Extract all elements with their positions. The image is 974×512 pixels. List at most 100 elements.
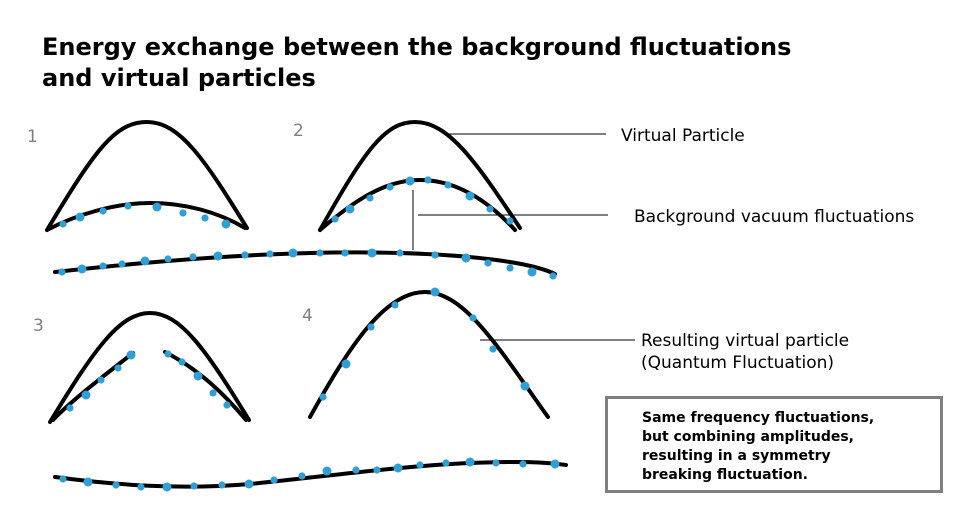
panel-4-dot [430, 287, 440, 297]
top-wave-dot [58, 268, 66, 276]
panel-1-dot [75, 212, 85, 222]
panel-1-dot [99, 207, 107, 215]
panel-3-left-fluctuation-arc [51, 351, 135, 422]
panel-2-dot [366, 194, 374, 202]
bottom-wave-dot [137, 483, 145, 491]
top-wave-dot [316, 249, 324, 257]
note-line-1: Same frequency fluctuations, [642, 410, 875, 426]
panel-3-virtual-particle-curve [48, 310, 251, 424]
title-line-1: Energy exchange between the background f… [42, 33, 792, 61]
panel-2-dot [506, 217, 514, 225]
panel-1-virtual-particle-curve [45, 119, 249, 232]
panel-4-resulting-virtual-particle [308, 289, 550, 419]
note-line-3: resulting in a symmetry [642, 448, 831, 464]
top-wave-dot [506, 264, 514, 272]
top-wave-dot [549, 272, 557, 280]
panel-1-dot [152, 202, 162, 212]
panel-3-dot [126, 350, 136, 360]
panel-2-virtual-particle-curve [318, 119, 522, 232]
bottom-wave-dot [59, 475, 67, 483]
diagram-title: Energy exchange between the background f… [42, 32, 922, 94]
panel-2-dot [465, 191, 475, 201]
panel-2-dot [424, 176, 432, 184]
bottom-wave-dot [298, 472, 306, 480]
title-line-2: and virtual particles [42, 64, 316, 92]
panel-4-dot [489, 345, 497, 353]
panel-number-1: 1 [27, 127, 38, 147]
panel-4-dot [341, 359, 351, 369]
panel-4-dot [367, 323, 375, 331]
panel-3-dot [209, 389, 217, 397]
top-wave-dot [288, 248, 298, 258]
note-line-4: breaking fluctuation. [642, 467, 808, 483]
resulting-virtual-particle-label: Resulting virtual particle (Quantum Fluc… [641, 330, 849, 374]
panel-1-dot [221, 219, 231, 229]
top-wave-dot [396, 249, 404, 257]
bottom-wave-dot [83, 477, 93, 487]
panel-3-dot [178, 358, 186, 366]
panel-1-dot [59, 220, 67, 228]
bottom-wave-dot [550, 459, 560, 469]
top-wave-dot [77, 264, 87, 274]
panel-3-right-fluctuation-arc [163, 350, 248, 422]
virtual-particle-label: Virtual Particle [621, 126, 745, 146]
panel-3-dot [97, 376, 105, 384]
panel-3-dot [164, 350, 172, 358]
leader-lines [412, 133, 635, 341]
panel-number-4: 4 [302, 306, 313, 326]
panel-3-dot [223, 401, 231, 409]
top-wave-dot [266, 250, 274, 258]
bottom-wave-dot [322, 466, 332, 476]
panel-3-dot [66, 404, 74, 412]
panel-4-dot [520, 381, 530, 391]
bottom-wave-dot [218, 481, 226, 489]
panel-1-dot [124, 202, 132, 210]
bottom-wave-dot [244, 479, 254, 489]
background-wave-top [53, 250, 557, 276]
top-wave-dot [367, 248, 377, 258]
panel-2-dot [486, 205, 494, 213]
panel-4-dot [391, 301, 399, 309]
panel-1-dot [201, 214, 209, 222]
panel-2-dot [444, 181, 452, 189]
top-wave-dot [140, 256, 150, 266]
panel-2-dot [345, 204, 355, 214]
top-wave-dot [164, 255, 172, 263]
bottom-wave-dot [373, 466, 381, 474]
panel-1-dot [179, 209, 187, 217]
bottom-wave-dot [162, 482, 172, 492]
bottom-wave-dot [416, 461, 424, 469]
top-wave-dot [241, 251, 249, 259]
panel-2-dot [331, 215, 339, 223]
bottom-wave-dot [112, 481, 120, 489]
top-wave-dot [484, 259, 492, 267]
bottom-wave-dot [352, 466, 360, 474]
bottom-wave-dot [190, 482, 198, 490]
note-text: Same frequency fluctuations, but combini… [642, 409, 874, 485]
bottom-wave-dot [393, 463, 403, 473]
panel-3-dot [193, 371, 203, 381]
combined-wave-bottom [53, 459, 568, 489]
bottom-wave-dot [442, 459, 450, 467]
panel-2-dot [386, 183, 394, 191]
panel-3-dot [114, 364, 122, 372]
top-wave-dot [341, 249, 349, 257]
note-box: Same frequency fluctuations, but combini… [605, 396, 943, 493]
panel-4-dot [319, 393, 327, 401]
resulting-label-line-2: (Quantum Fluctuation) [641, 353, 835, 373]
top-wave-dot [461, 253, 471, 263]
note-line-2: but combining amplitudes, [642, 429, 854, 445]
background-fluctuations-label: Background vacuum fluctuations [634, 207, 915, 227]
panel-number-3: 3 [33, 316, 44, 336]
top-wave-dot [527, 267, 537, 277]
resulting-label-line-1: Resulting virtual particle [641, 331, 850, 351]
panel-number-2: 2 [293, 121, 304, 141]
bottom-wave-dot [270, 476, 278, 484]
top-wave-dot [99, 262, 107, 270]
fluctuation-dots [58, 176, 560, 492]
panel-3-dot [81, 390, 91, 400]
top-wave-dot [431, 251, 439, 259]
top-wave-dot [189, 253, 197, 261]
